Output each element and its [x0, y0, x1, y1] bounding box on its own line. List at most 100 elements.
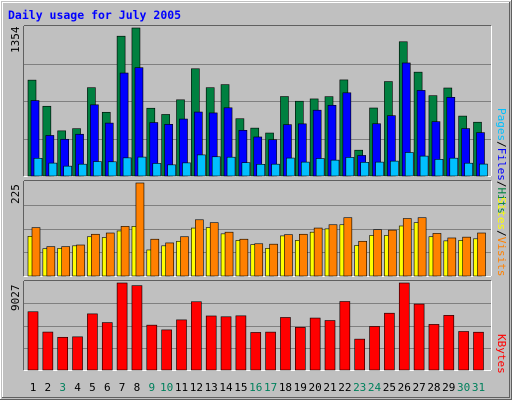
day-label: 13: [204, 381, 218, 394]
bar-pages: [211, 156, 221, 177]
bar-visits: [284, 234, 293, 277]
bar-kbytes: [57, 336, 69, 371]
day-label: 14: [219, 381, 233, 394]
bar-visits: [120, 226, 130, 277]
bar-visits: [224, 231, 234, 277]
day-label: 21: [323, 381, 337, 394]
bar-visits: [239, 238, 249, 277]
bar-pages: [226, 156, 236, 177]
bar-kbytes: [220, 316, 232, 371]
bar-kbytes: [235, 315, 247, 371]
bar-pages: [286, 157, 295, 177]
bar-visits: [388, 229, 397, 277]
day-label: 1: [29, 381, 37, 394]
bar-kbytes: [176, 319, 187, 371]
day-label: 26: [397, 381, 411, 394]
bar-pages: [390, 160, 399, 177]
bar-kbytes: [205, 315, 217, 371]
bar-visits: [328, 224, 338, 277]
kbytes-max-label: 9027: [9, 284, 22, 312]
day-label: 29: [442, 381, 456, 394]
bar-pages: [404, 152, 414, 177]
bar-pages: [256, 164, 266, 177]
bar-pages: [479, 163, 488, 177]
bar-kbytes: [191, 301, 202, 371]
bar-pages: [93, 161, 102, 177]
day-label: 12: [189, 381, 203, 394]
day-label: 20: [308, 381, 322, 394]
bar-pages: [360, 162, 370, 177]
bar-pages: [271, 163, 280, 177]
bar-visits: [313, 227, 323, 277]
bar-visits: [447, 237, 457, 277]
bar-pages: [241, 162, 251, 177]
bar-pages: [449, 157, 459, 177]
bar-visits: [105, 232, 115, 277]
bar-kbytes: [443, 315, 455, 371]
bar-kbytes: [161, 329, 172, 371]
bar-pages: [182, 162, 191, 177]
bar-visits: [150, 238, 160, 277]
bar-kbytes: [87, 313, 98, 371]
day-label: 18: [278, 381, 293, 394]
legend-kbytes-panel: KBytes: [495, 334, 508, 374]
day-label: 6: [103, 381, 111, 394]
day-label: 24: [367, 381, 382, 394]
bar-pages: [167, 164, 176, 177]
bar-pages: [33, 157, 43, 177]
bar-kbytes: [250, 332, 262, 371]
bar-pages: [375, 161, 384, 177]
bar-pages: [48, 162, 58, 177]
bar-kbytes: [413, 303, 425, 371]
day-label: 30: [457, 381, 471, 394]
bar-visits: [432, 233, 442, 277]
bar-visits: [61, 246, 71, 277]
bar-pages: [330, 159, 340, 177]
legend-visits-panel: Sites/Visits: [495, 197, 508, 277]
bar-visits: [195, 219, 204, 277]
day-label: 31: [471, 381, 486, 394]
day-label: 27: [412, 381, 426, 394]
day-label: 2: [44, 381, 52, 394]
visits-max-label: 225: [9, 184, 22, 204]
chart-title: Daily usage for July 2005: [8, 8, 182, 22]
bar-pages: [315, 158, 325, 177]
bar-kbytes: [428, 324, 440, 371]
bar-visits: [254, 243, 264, 277]
bar-kbytes: [101, 322, 113, 371]
bar-visits: [298, 233, 308, 277]
day-label: 16: [249, 381, 263, 394]
bar-visits: [269, 243, 278, 277]
day-label: 8: [133, 381, 141, 394]
legend-visits: Visits: [495, 236, 508, 277]
bar-kbytes: [131, 285, 143, 371]
bar-pages: [464, 162, 473, 177]
day-label: 7: [118, 381, 126, 394]
hits-max-label: 1354: [9, 26, 22, 54]
bar-visits: [402, 218, 412, 277]
legend-files: Files: [495, 147, 508, 181]
day-label: 19: [293, 381, 307, 394]
bar-visits: [462, 236, 471, 277]
bar-kbytes: [294, 327, 306, 371]
bar-kbytes: [339, 301, 351, 371]
bar-visits: [91, 233, 100, 277]
bar-kbytes: [458, 331, 469, 371]
bar-pages: [345, 157, 355, 177]
bar-pages: [300, 161, 310, 177]
day-label: 23: [353, 381, 367, 394]
bar-visits: [209, 222, 219, 277]
bar-visits: [165, 242, 174, 277]
bar-visits: [373, 229, 382, 277]
bar-kbytes: [354, 338, 366, 371]
bar-visits: [477, 232, 486, 277]
bar-kbytes: [384, 312, 395, 371]
day-label: 25: [382, 381, 397, 394]
bar-pages: [137, 156, 147, 177]
legend-sep-1: /: [495, 141, 508, 148]
legend-sites: Sites: [495, 197, 508, 231]
bar-kbytes: [369, 326, 380, 371]
bar-kbytes: [146, 324, 158, 371]
day-label: 3: [59, 381, 66, 394]
